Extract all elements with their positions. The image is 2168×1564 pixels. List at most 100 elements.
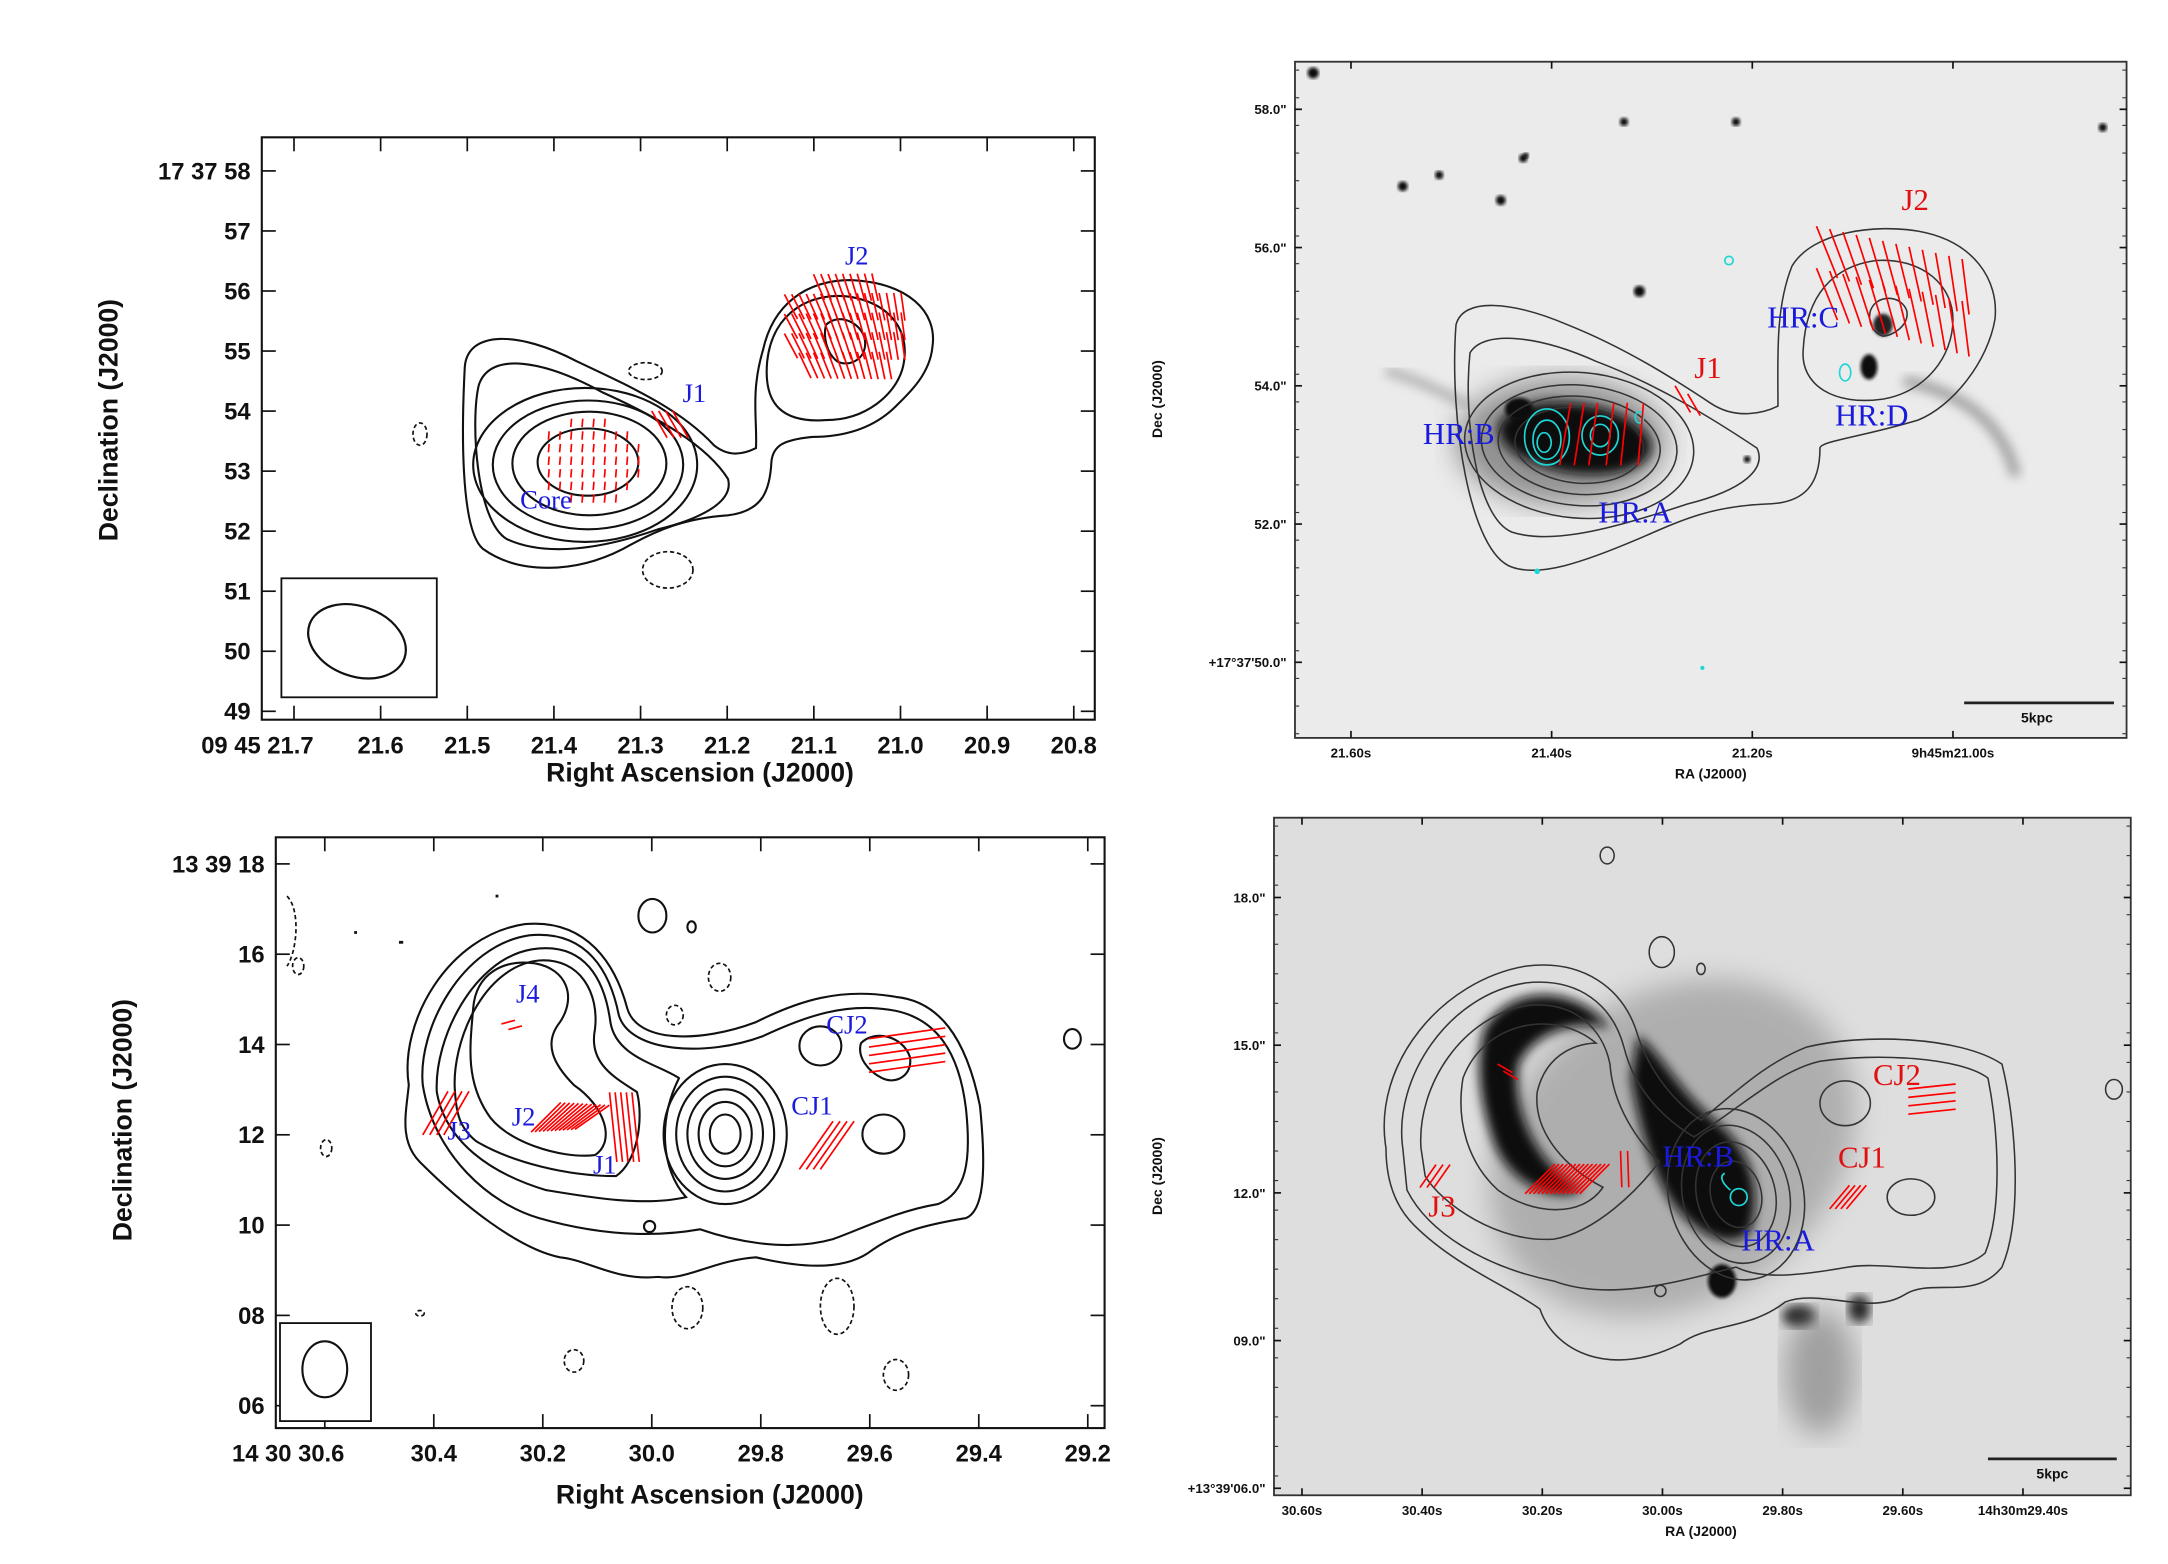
polarization-vector — [671, 410, 689, 439]
star — [1523, 152, 1529, 159]
polarization-vector — [1881, 240, 1899, 296]
polarization-vector — [871, 332, 879, 360]
x-axis-label: RA (J2000) — [1665, 1523, 1737, 1539]
tick-marks: 21.60s 21.40s 21.20s 9h45m21.00s 58.0" 56.0" 5… — [1209, 61, 2127, 761]
polarization-vector — [1868, 279, 1887, 334]
polarization-vector — [885, 351, 893, 380]
label-hr-d: HR:D — [1835, 399, 1909, 433]
polarization-vector — [650, 410, 668, 439]
polarization-vector — [619, 1092, 629, 1162]
plot-frame — [1294, 60, 2128, 739]
polarization-vector — [871, 351, 879, 380]
label-j2: J2 — [845, 241, 869, 271]
polarization-vector — [614, 431, 618, 440]
polarization-vector — [558, 431, 562, 440]
polarization-vector — [625, 431, 629, 440]
polarization-vector — [868, 1043, 946, 1057]
x-tick-label: 14h30m29.40s — [1978, 1503, 2068, 1518]
polarization-vector — [538, 1102, 571, 1133]
polarization-vector — [878, 292, 886, 321]
polarization-vector — [547, 443, 550, 453]
polarization-vector — [1961, 300, 1970, 357]
polarization-vector — [1626, 1150, 1630, 1188]
panel-optical-overlay-bottom: 30.60s 30.40s 30.20s 30.00s 29.80s 29.60s 14h3… — [1149, 816, 2132, 1539]
x-tick-label: 21.0 — [877, 732, 923, 759]
polarization-vector — [592, 456, 595, 465]
polarization-vector — [812, 1120, 848, 1170]
x-tick-label: 21.20s — [1732, 746, 1773, 761]
label-j3: J3 — [447, 1116, 471, 1146]
polarization-vector — [878, 312, 886, 341]
polarization-vector — [592, 431, 595, 440]
x-tick-label: 30.0 — [629, 1441, 675, 1468]
polarization-vector — [900, 331, 906, 360]
polarization-vector — [1855, 234, 1875, 289]
polarization-vector — [1426, 1164, 1444, 1189]
y-tick-label: 55 — [224, 338, 250, 365]
polarization-vector — [856, 332, 866, 360]
polarization-vector — [783, 313, 799, 340]
polarization-vector — [798, 313, 812, 340]
tick-marks: 14 30 30.6 30.4 30.2 30.0 29.8 29.6 29.4 29.2 13… — [172, 837, 1111, 1468]
polarization-vector — [1908, 1108, 1956, 1116]
polarization-vector — [625, 456, 629, 465]
polarization-vector — [569, 431, 573, 440]
polarization-vector — [614, 1092, 624, 1162]
polarization-vector — [1605, 402, 1615, 466]
polarization-vector — [508, 1025, 523, 1031]
polarization-vector — [1558, 402, 1572, 466]
polarization-vector — [834, 352, 846, 380]
polarization-vector — [892, 292, 900, 321]
polarization-vectors — [422, 1019, 946, 1170]
y-tick-label: 54 — [224, 398, 251, 425]
panel-radio-contours-top: 09 45 21.7 21.6 21.5 21.4 21.3 21.2 21.1 21.0 20… — [94, 136, 1097, 787]
polarization-vector — [1908, 288, 1923, 344]
x-tick-label: 20.9 — [964, 732, 1010, 759]
x-tick-label: 30.20s — [1522, 1503, 1563, 1518]
polarization-vector — [637, 469, 640, 478]
polarization-vector — [1908, 1083, 1956, 1090]
polarization-vector — [581, 418, 584, 428]
star — [1495, 195, 1506, 206]
polarization-vector — [1855, 276, 1875, 331]
polarization-vector — [856, 312, 866, 341]
polarization-vector — [664, 410, 682, 439]
polarization-vector — [558, 469, 562, 478]
polarization-vector — [1497, 1063, 1513, 1074]
x-tick-label: 29.2 — [1065, 1441, 1111, 1468]
polarization-vector — [1934, 294, 1946, 351]
polarization-vector — [856, 273, 866, 301]
star — [1633, 285, 1645, 297]
label-j2: J2 — [512, 1102, 536, 1132]
negative-contours — [286, 895, 910, 1392]
radio-contours — [404, 897, 1082, 1279]
polarization-vector — [798, 332, 812, 359]
y-tick-label: 51 — [224, 579, 250, 606]
beam-ellipse — [307, 603, 407, 680]
polarization-vector — [871, 292, 879, 321]
plot-frame — [274, 836, 1106, 1430]
y-tick-label: 56.0" — [1254, 240, 1286, 255]
y-axis-label: Dec (J2000) — [1149, 360, 1165, 438]
polarization-vector — [819, 1120, 855, 1170]
polarization-vector — [856, 292, 866, 321]
polarization-vector — [558, 443, 562, 453]
polarization-vector — [849, 312, 859, 340]
label-j2: J2 — [1901, 183, 1928, 217]
polarization-vector — [868, 1027, 946, 1040]
x-axis-label: Right Ascension (J2000) — [556, 1480, 864, 1510]
x-tick-label: 30.00s — [1642, 1503, 1683, 1518]
polarization-vector — [614, 456, 618, 465]
polarization-vector — [1845, 1184, 1867, 1210]
polarization-vector — [827, 352, 839, 379]
x-axis-label: Right Ascension (J2000) — [546, 757, 854, 787]
y-tick-label: 12.0" — [1233, 1186, 1265, 1201]
label-j1: J1 — [683, 378, 707, 408]
polarization-vector — [592, 469, 595, 478]
polarization-vector — [790, 313, 806, 340]
label-j1: J1 — [593, 1149, 617, 1179]
x-tick-label: 14 30 30.6 — [232, 1441, 344, 1468]
star — [1307, 67, 1319, 79]
x-tick-label: 21.40s — [1531, 746, 1572, 761]
polarization-vector — [569, 418, 573, 428]
